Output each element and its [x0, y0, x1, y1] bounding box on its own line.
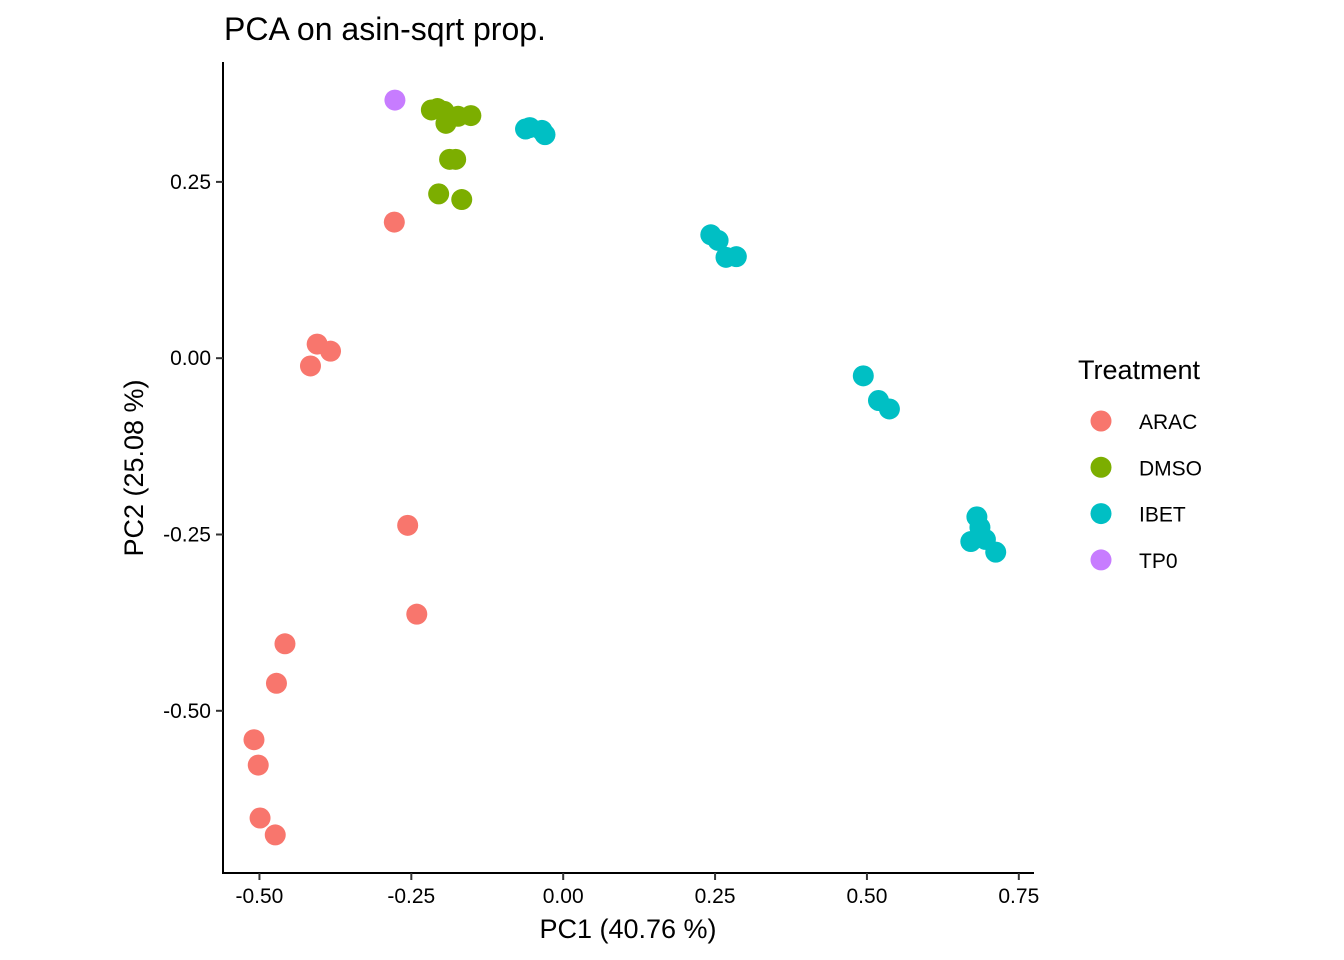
x-axis-ticks: -0.50 -0.25 0.00 0.25 0.50 0.75 — [236, 873, 1039, 908]
y-tick-label: -0.50 — [163, 700, 211, 723]
legend-title: Treatment — [1078, 355, 1201, 385]
point-arac — [249, 807, 271, 829]
legend-label: DMSO — [1139, 457, 1202, 480]
legend-key-dmso — [1090, 456, 1112, 478]
plot-area: -0.50 -0.25 0.00 0.25 0.50 0.75 -0.50 -0.25 0.0… — [163, 62, 1039, 908]
legend: Treatment ARAC DMSO IBET TP0 — [1078, 355, 1202, 573]
legend-label: TP0 — [1139, 550, 1178, 573]
x-tick-label: 0.00 — [543, 885, 584, 908]
point-arac — [397, 514, 419, 536]
y-axis-title: PC2 (25.08 %) — [119, 379, 149, 556]
point-ibet — [852, 365, 874, 387]
point-dmso — [451, 189, 473, 211]
y-axis-ticks: -0.50 -0.25 0.00 0.25 — [163, 171, 223, 723]
point-arac — [264, 824, 286, 846]
point-dmso — [460, 105, 482, 127]
y-tick-label: -0.25 — [163, 523, 211, 546]
point-ibet — [707, 229, 729, 251]
point-arac — [406, 603, 428, 625]
point-ibet — [534, 124, 556, 146]
point-ibet — [985, 541, 1007, 563]
x-tick-label: 0.50 — [847, 885, 888, 908]
legend-label: IBET — [1139, 504, 1186, 527]
x-axis-title: PC1 (40.76 %) — [539, 914, 716, 944]
point-dmso — [445, 148, 467, 170]
legend-key-tp0 — [1090, 549, 1112, 571]
point-ibet — [725, 246, 747, 268]
point-ibet — [878, 398, 900, 420]
legend-items: ARAC DMSO IBET TP0 — [1090, 410, 1202, 573]
legend-key-arac — [1090, 410, 1112, 432]
point-arac — [243, 729, 265, 751]
point-arac — [265, 672, 287, 694]
point-tp0 — [384, 89, 406, 111]
y-tick-label: 0.00 — [170, 347, 211, 370]
x-tick-label: 0.25 — [695, 885, 736, 908]
x-tick-label: 0.75 — [998, 885, 1039, 908]
point-dmso — [428, 183, 450, 205]
legend-label: ARAC — [1139, 411, 1197, 434]
chart-title: PCA on asin-sqrt prop. — [224, 11, 546, 47]
point-arac — [274, 633, 296, 655]
point-arac — [383, 211, 405, 233]
point-arac — [299, 355, 321, 377]
x-tick-label: -0.50 — [236, 885, 284, 908]
y-tick-label: 0.25 — [170, 171, 211, 194]
point-ibet — [960, 531, 982, 553]
data-points — [243, 89, 1007, 846]
legend-key-ibet — [1090, 503, 1112, 525]
point-arac — [320, 340, 342, 362]
x-tick-label: -0.25 — [387, 885, 435, 908]
point-arac — [247, 754, 269, 776]
